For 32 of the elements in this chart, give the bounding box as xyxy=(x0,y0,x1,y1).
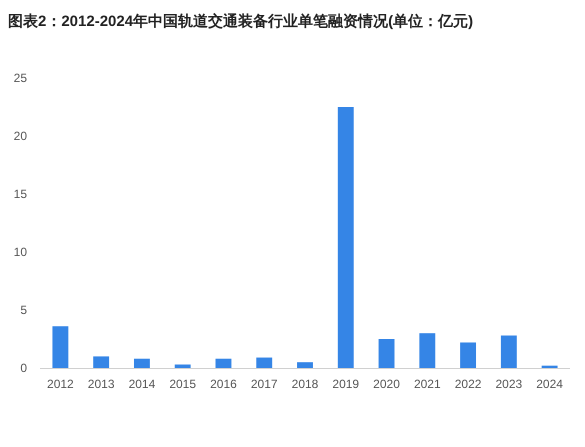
y-tick-label: 25 xyxy=(14,71,28,85)
bar xyxy=(419,333,436,368)
x-tick-label: 2021 xyxy=(414,377,441,391)
bar xyxy=(216,358,232,368)
x-tick-label: 2018 xyxy=(292,377,319,391)
y-tick-label: 15 xyxy=(14,187,28,201)
y-tick-label: 20 xyxy=(14,129,28,143)
x-tick-label: 2012 xyxy=(47,377,74,391)
x-tick-label: 2014 xyxy=(128,377,156,391)
x-tick-label: 2024 xyxy=(536,377,564,391)
y-tick-label: 10 xyxy=(14,245,28,259)
bar xyxy=(460,342,476,368)
x-tick-label: 2013 xyxy=(88,377,115,391)
x-tick-label: 2015 xyxy=(169,377,196,391)
bar xyxy=(174,364,191,368)
x-tick-label: 2016 xyxy=(210,377,238,391)
bar xyxy=(500,336,517,368)
bar xyxy=(378,339,394,368)
bar xyxy=(134,358,150,368)
chart-title: 图表2：2012-2024年中国轨道交通装备行业单笔融资情况(单位：亿元) xyxy=(8,12,474,30)
bar xyxy=(297,362,313,368)
x-tick-label: 2022 xyxy=(454,377,482,391)
bar xyxy=(93,356,110,368)
x-tick-label: 2023 xyxy=(495,377,523,391)
x-tick-label: 2020 xyxy=(373,377,400,391)
y-tick-label: 5 xyxy=(20,303,28,317)
bar xyxy=(338,107,354,368)
bar xyxy=(256,358,272,368)
x-tick-label: 2019 xyxy=(332,377,360,391)
x-tick-label: 2017 xyxy=(250,377,278,391)
bar xyxy=(52,326,68,368)
y-tick-label: 0 xyxy=(20,361,28,375)
